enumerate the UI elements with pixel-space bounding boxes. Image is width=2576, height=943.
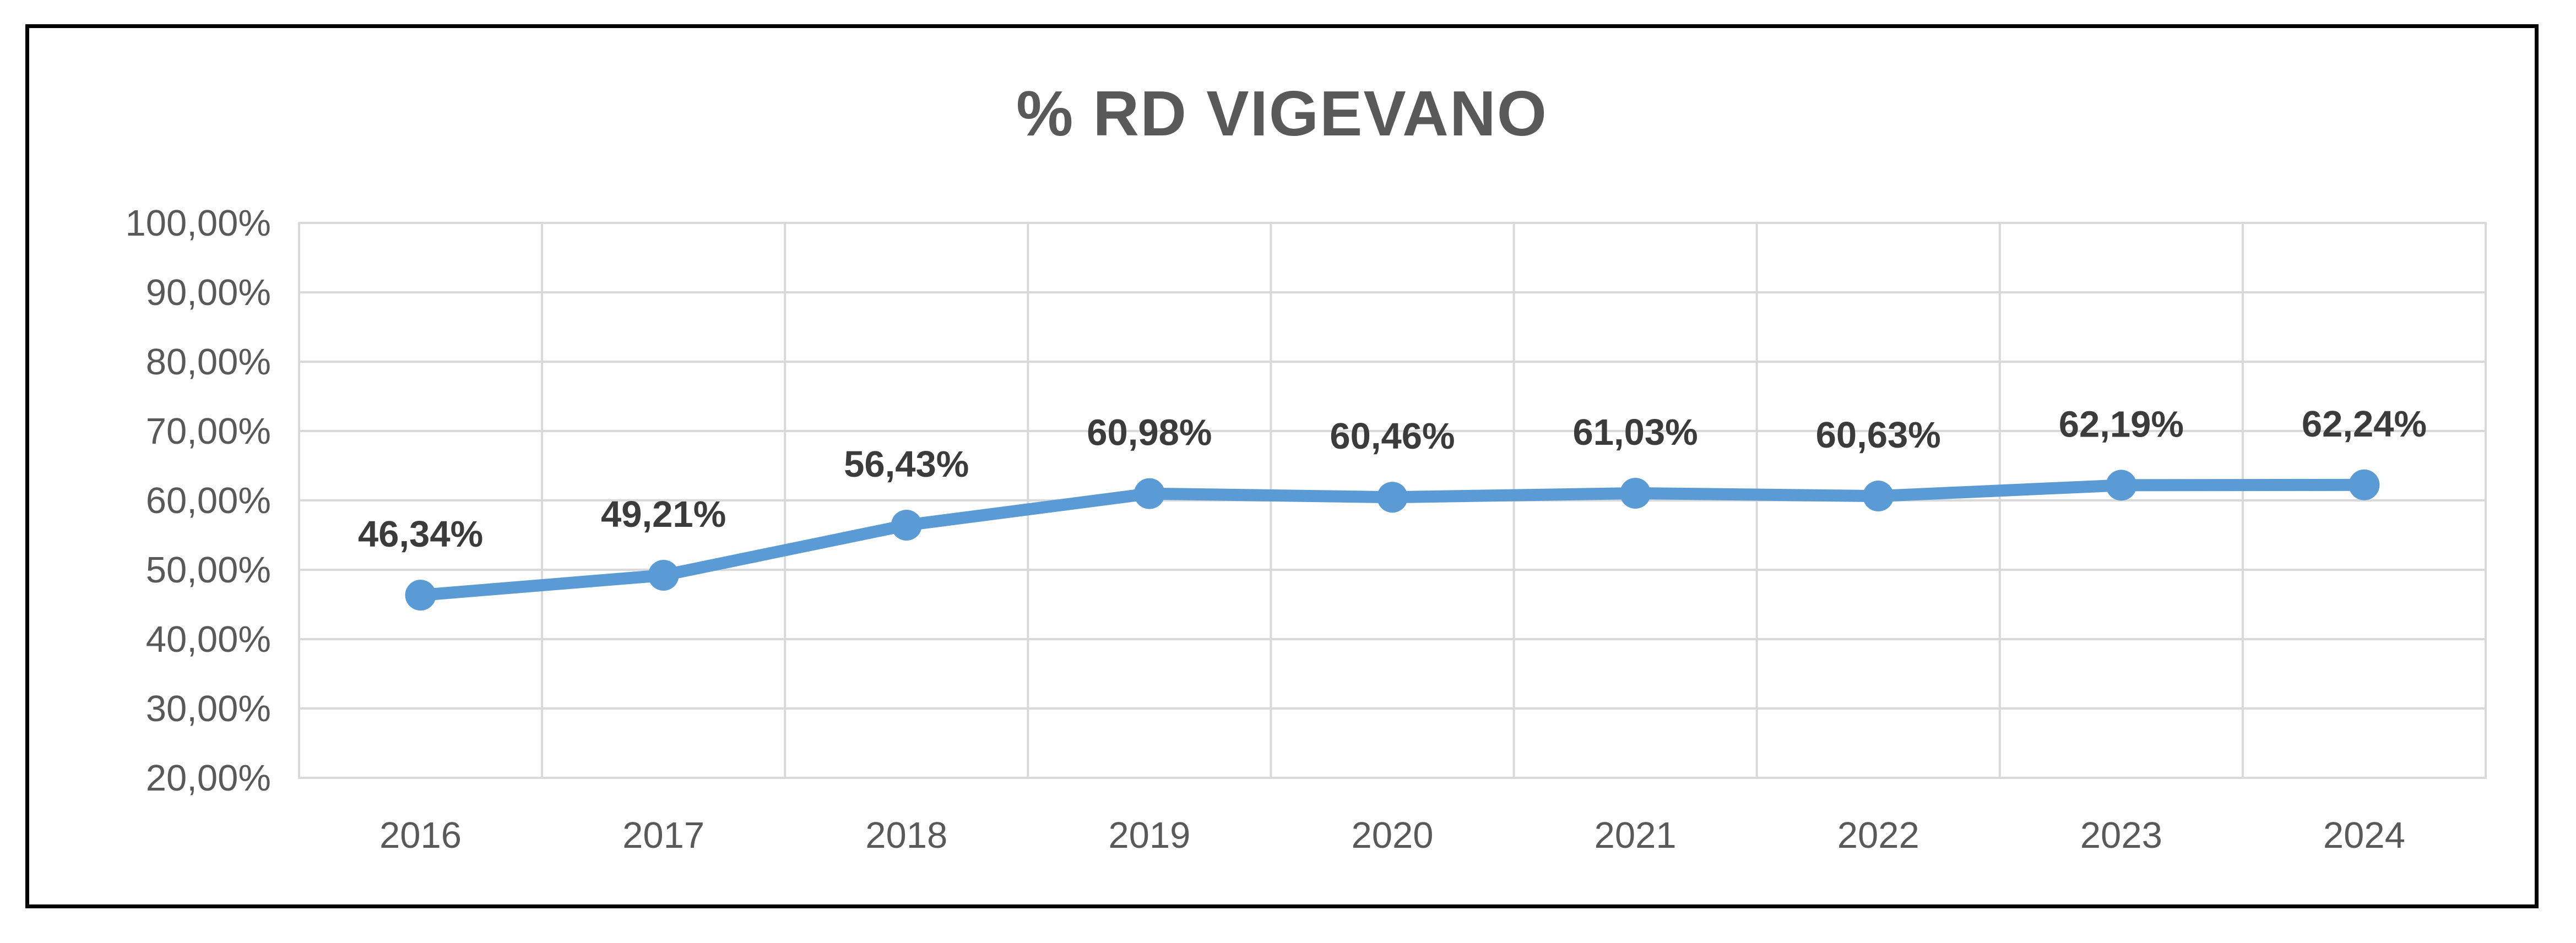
x-tick-label-2020: 2020 [1351, 815, 1433, 856]
data-label-2022: 60,63% [1816, 415, 1941, 456]
data-label-2023: 62,19% [2059, 404, 2184, 445]
x-tick-label-2018: 2018 [865, 815, 947, 856]
data-label-2019: 60,98% [1087, 412, 1212, 454]
y-tick-label: 20,00% [146, 757, 271, 799]
data-labels: 46,34% 49,21% 56,43% 60,98% 60,46% 61,03% 60,6… [358, 404, 2427, 555]
data-label-2020: 60,46% [1330, 416, 1455, 457]
y-tick-label: 70,00% [146, 411, 271, 452]
x-tick-label-2019: 2019 [1108, 815, 1190, 856]
data-point-2021 [1620, 478, 1651, 509]
data-point-2024 [2349, 469, 2380, 500]
y-tick-label: 30,00% [146, 688, 271, 729]
y-tick-label: 60,00% [146, 480, 271, 521]
data-point-2017 [648, 559, 679, 591]
data-label-2018: 56,43% [844, 444, 969, 485]
chart-frame [25, 24, 2539, 908]
x-tick-label-2023: 2023 [2080, 815, 2162, 856]
data-point-2022 [1863, 481, 1894, 512]
chart-title: % RD VIGEVANO [1016, 78, 1548, 149]
y-tick-label: 50,00% [146, 549, 271, 591]
data-point-2023 [2106, 470, 2137, 501]
data-label-2021: 61,03% [1572, 412, 1698, 453]
y-tick-label: 40,00% [146, 619, 271, 660]
x-tick-label-2022: 2022 [1837, 815, 1919, 856]
data-label-2016: 46,34% [358, 514, 483, 555]
data-label-2024: 62,24% [2302, 404, 2427, 445]
x-tick-label-2021: 2021 [1595, 815, 1677, 856]
data-point-2018 [891, 509, 922, 541]
plot-area-border [298, 222, 2487, 779]
series-markers [405, 469, 2380, 611]
data-label-2017: 49,21% [601, 494, 726, 535]
x-tick-label-2016: 2016 [379, 815, 462, 856]
data-point-2020 [1377, 482, 1408, 513]
x-tick-label-2024: 2024 [2323, 815, 2405, 856]
x-axis-labels: 2016 2017 2018 2019 2020 2021 2022 2023 2024 [379, 815, 2405, 856]
x-tick-label-2017: 2017 [622, 815, 704, 856]
y-tick-label: 80,00% [146, 341, 271, 383]
data-point-2016 [405, 580, 436, 611]
y-tick-label: 90,00% [146, 272, 271, 313]
y-tick-label: 100,00% [126, 203, 272, 244]
y-axis-labels: 100,00% 90,00% 80,00% 70,00% 60,00% 50,00% 40,… [126, 203, 272, 799]
data-point-2019 [1134, 478, 1165, 509]
